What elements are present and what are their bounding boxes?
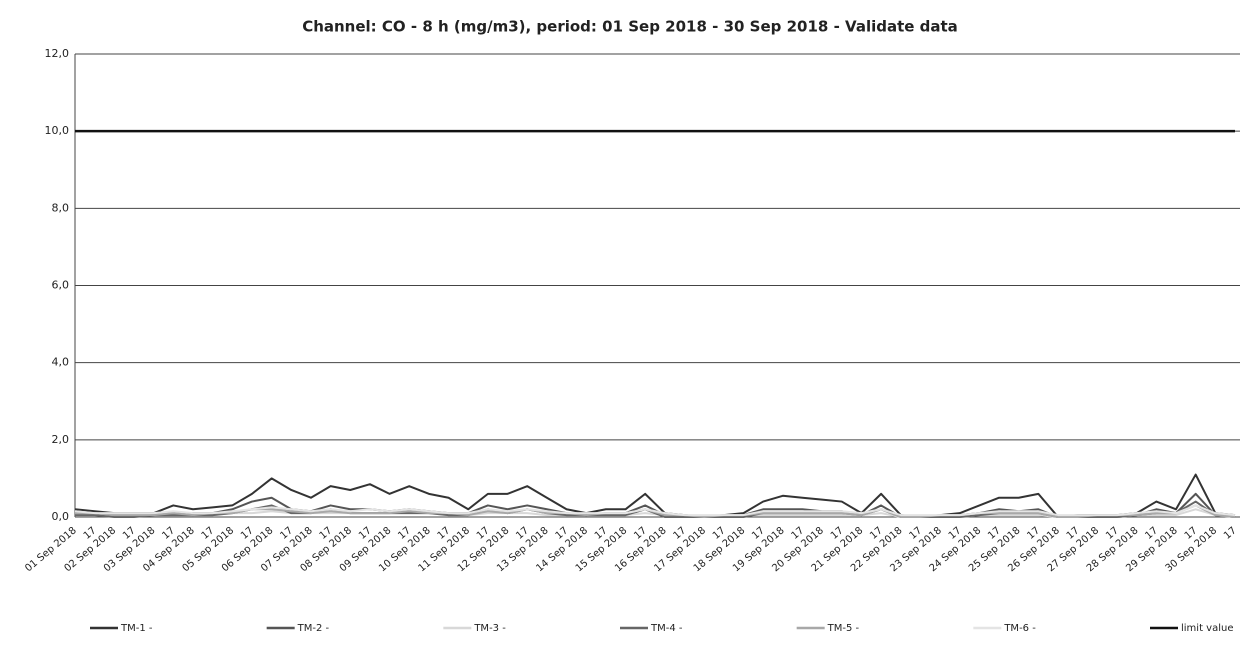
chart-title: Channel: CO - 8 h (mg/m3), period: 01 Se… <box>302 18 958 36</box>
legend-label: TM-6 - <box>1003 623 1036 634</box>
legend-label: TM-4 - <box>650 623 683 634</box>
y-tick-label: 2,0 <box>52 433 70 446</box>
legend-label: TM-5 - <box>827 623 860 634</box>
y-tick-label: 0,0 <box>52 510 70 523</box>
x-tick-label: 17 <box>1222 525 1239 542</box>
y-tick-label: 4,0 <box>52 356 70 369</box>
series-line <box>74 504 1236 517</box>
legend-label: TM-3 - <box>473 623 506 634</box>
y-tick-label: 10,0 <box>45 124 70 137</box>
y-tick-label: 6,0 <box>52 279 70 292</box>
legend-label: TM-1 - <box>120 623 153 634</box>
y-tick-label: 12,0 <box>45 47 70 60</box>
legend-label: TM-2 - <box>297 623 330 634</box>
legend-label: limit value <box>1181 623 1234 634</box>
y-tick-label: 8,0 <box>52 201 70 214</box>
series-line <box>74 473 1236 518</box>
